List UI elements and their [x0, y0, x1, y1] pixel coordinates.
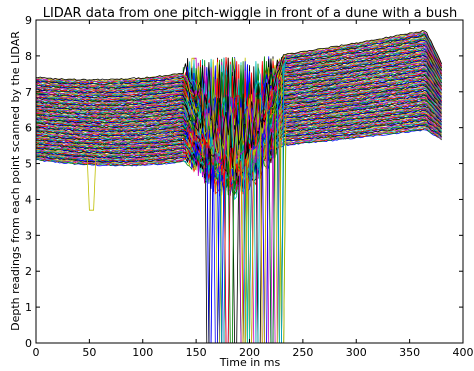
y-tick-label: 3 — [25, 229, 32, 242]
chart-title: LIDAR data from one pitch-wiggle in fron… — [43, 6, 458, 21]
y-tick-label: 6 — [25, 122, 32, 135]
x-tick-label: 300 — [346, 346, 367, 359]
y-tick-label: 5 — [25, 158, 32, 171]
x-tick-label: 0 — [33, 346, 40, 359]
y-tick-label: 0 — [25, 337, 32, 350]
series-line — [36, 34, 442, 173]
y-tick-label: 1 — [25, 301, 32, 314]
x-tick-label: 50 — [82, 346, 96, 359]
y-tick-label: 9 — [25, 14, 32, 27]
series-layer — [36, 29, 442, 343]
y-tick-label: 4 — [25, 193, 32, 206]
x-tick-label: 200 — [239, 346, 260, 359]
y-tick-label: 2 — [25, 265, 32, 278]
y-tick-label: 7 — [25, 86, 32, 99]
x-tick-label: 150 — [186, 346, 207, 359]
y-axis-label: Depth readings from each point scanned b… — [9, 31, 22, 331]
series-line — [36, 29, 442, 168]
x-tick-label: 100 — [132, 346, 153, 359]
y-axis: 0 1 2 3 4 5 6 7 8 9 — [25, 14, 463, 350]
series-line — [36, 50, 442, 343]
x-tick-label: 350 — [399, 346, 420, 359]
series-line — [36, 37, 442, 172]
x-tick-label: 250 — [292, 346, 313, 359]
series-line — [36, 30, 442, 343]
series-line — [36, 42, 442, 175]
x-axis: 0 50 100 150 200 250 300 350 400 — [33, 20, 474, 359]
series-line — [36, 32, 442, 343]
x-tick-label: 400 — [453, 346, 474, 359]
x-axis-label: Time in ms — [219, 356, 281, 369]
series-line — [36, 41, 442, 172]
y-tick-label: 8 — [25, 50, 32, 63]
